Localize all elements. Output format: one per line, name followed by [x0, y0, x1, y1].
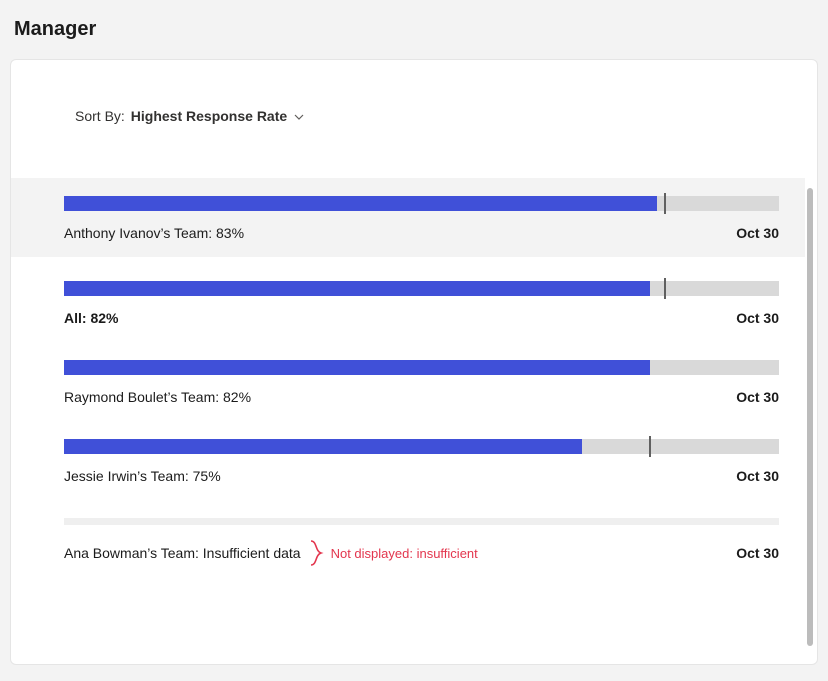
- row-date: Oct 30: [736, 225, 779, 241]
- row-footer: Ana Bowman’s Team: Insufficient data Not …: [64, 539, 779, 567]
- insufficient-annotation: Not displayed: insufficient: [307, 539, 478, 567]
- row-footer: All: 82% Oct 30: [64, 310, 779, 326]
- bar-fill: [64, 360, 650, 375]
- row-footer: Raymond Boulet’s Team: 82% Oct 30: [64, 389, 779, 405]
- scrollbar[interactable]: [807, 188, 813, 646]
- sort-value: Highest Response Rate: [131, 108, 287, 124]
- bar-fill: [64, 439, 582, 454]
- row-footer: Jessie Irwin’s Team: 75% Oct 30: [64, 468, 779, 484]
- page-title: Manager: [0, 0, 828, 51]
- row-label: All: 82%: [64, 310, 118, 326]
- brace-icon: [307, 539, 325, 567]
- bar-track: [64, 360, 779, 375]
- row-footer: Anthony Ivanov’s Team: 83% Oct 30: [64, 225, 779, 241]
- bar-track: [64, 281, 779, 296]
- annotation-text: Not displayed: insufficient: [331, 546, 478, 561]
- chevron-down-icon: [293, 110, 305, 122]
- sort-control[interactable]: Sort By: Highest Response Rate: [11, 60, 817, 154]
- bar-fill: [64, 281, 650, 296]
- row-label: Jessie Irwin’s Team: 75%: [64, 468, 221, 484]
- team-row[interactable]: All: 82% Oct 30: [11, 263, 805, 342]
- row-label: Anthony Ivanov’s Team: 83%: [64, 225, 244, 241]
- row-date: Oct 30: [736, 545, 779, 561]
- row-date: Oct 30: [736, 468, 779, 484]
- response-rate-card: Sort By: Highest Response Rate Anthony I…: [10, 59, 818, 665]
- team-row[interactable]: Raymond Boulet’s Team: 82% Oct 30: [11, 342, 805, 421]
- bar-fill: [64, 196, 657, 211]
- bar-track: [64, 196, 779, 211]
- benchmark-marker: [649, 436, 651, 457]
- row-date: Oct 30: [736, 310, 779, 326]
- team-row[interactable]: Jessie Irwin’s Team: 75% Oct 30: [11, 421, 805, 500]
- team-list: Anthony Ivanov’s Team: 83%Oct 30All: 82%…: [11, 178, 805, 664]
- bar-track: [64, 439, 779, 454]
- benchmark-marker: [664, 278, 666, 299]
- bar-track: [64, 518, 779, 525]
- row-label: Ana Bowman’s Team: Insufficient data: [64, 545, 301, 561]
- sort-label: Sort By:: [75, 108, 125, 124]
- team-row[interactable]: Anthony Ivanov’s Team: 83% Oct 30: [11, 178, 805, 257]
- row-date: Oct 30: [736, 389, 779, 405]
- benchmark-marker: [664, 193, 666, 214]
- team-row[interactable]: Ana Bowman’s Team: Insufficient data Not …: [11, 500, 805, 583]
- row-label: Raymond Boulet’s Team: 82%: [64, 389, 251, 405]
